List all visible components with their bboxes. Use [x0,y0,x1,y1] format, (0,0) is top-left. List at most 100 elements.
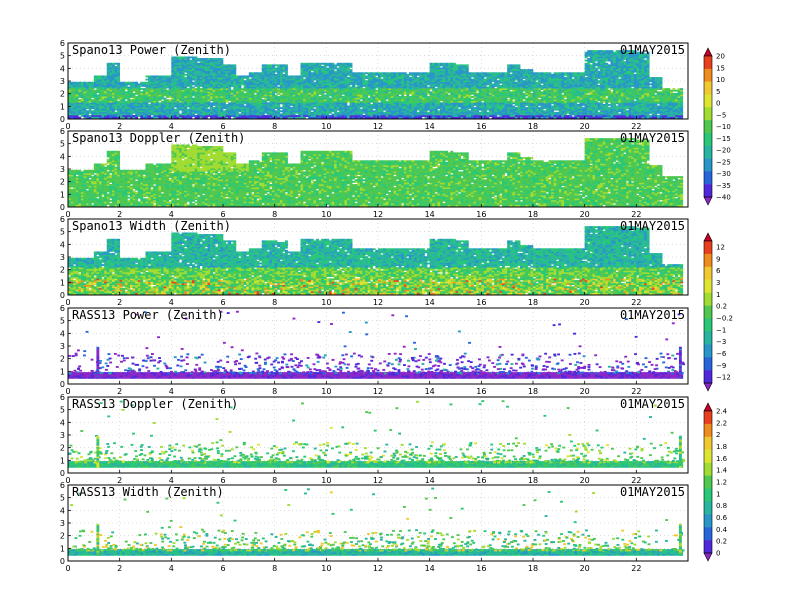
heatmap-cell [435,63,438,65]
heatmap-cell [326,63,329,65]
heatmap-cell [112,63,115,65]
heatmap-cell [311,72,314,74]
heatmap-cell [339,63,342,65]
heatmap-cell [135,82,138,84]
heatmap-cell [347,63,350,65]
heatmap-cell [78,117,81,119]
heatmap-cell [368,98,371,100]
heatmap-cell [298,75,301,77]
heatmap-cell [350,69,353,71]
heatmap-cell [140,91,143,93]
heatmap-cell [200,58,203,60]
heatmap-cell [156,75,159,77]
heatmap-cell [187,88,190,90]
heatmap-cell [161,75,164,77]
heatmap-cell [202,58,205,60]
heatmap-cell [329,115,332,117]
heatmap-cell [311,112,314,114]
heatmap-cell [228,102,231,104]
heatmap-cell [319,96,322,98]
heatmap-cell [319,63,322,65]
heatmap-cell [262,64,265,66]
heatmap-cell [399,72,402,74]
heatmap-cell [84,82,87,84]
heatmap-cell [277,87,280,89]
heatmap-cell [241,75,244,77]
heatmap-cell [233,64,236,66]
heatmap-cell [288,75,291,77]
heatmap-cell [153,75,156,77]
heatmap-cell [381,79,384,81]
heatmap-cell [174,109,177,111]
heatmap-cell [78,82,81,84]
heatmap-cell [86,110,89,112]
heatmap-cell [96,94,99,96]
heatmap-cell [218,58,221,60]
heatmap-cell [337,68,340,70]
heatmap-cell [280,110,283,112]
heatmap-cell [275,94,278,96]
heatmap-cell [146,79,149,81]
heatmap-cell [143,82,146,84]
heatmap-cell [127,82,130,84]
heatmap-cell [236,75,239,77]
heatmap-cell [456,64,459,66]
heatmap-cell [244,80,247,82]
heatmap-cell [332,63,335,65]
heatmap-cell [337,112,340,114]
heatmap-cell [76,82,79,84]
heatmap-cell [146,82,149,84]
heatmap-cell [440,68,443,70]
heatmap-cell [272,64,275,66]
heatmap-cell [117,63,120,65]
heatmap-cell [151,75,154,77]
heatmap-cell [259,72,262,74]
heatmap-cell [425,72,428,74]
heatmap-cell [383,112,386,114]
heatmap-cell [448,94,451,96]
heatmap-cell [89,82,92,84]
heatmap-cell [104,75,107,77]
heatmap-cell [102,75,105,77]
heatmap-cell [437,63,440,65]
heatmap-cell [471,79,474,81]
heatmap-cell [440,63,443,65]
heatmap-cell [363,72,366,74]
heatmap-cell [365,75,368,77]
heatmap-cell [409,96,412,98]
heatmap-cell [373,72,376,74]
heatmap-cell [406,74,409,76]
heatmap-cell [324,63,327,65]
heatmap-cell [468,72,471,74]
heatmap-cell [249,72,252,74]
heatmap-cell [99,75,102,77]
heatmap-cell [326,68,329,70]
heatmap-cell [208,109,211,111]
heatmap-cell [313,63,316,65]
heatmap-cell [375,77,378,79]
heatmap-cell [489,72,492,74]
heatmap-cell [91,110,94,112]
heatmap-cell [430,91,433,93]
heatmap-cell [378,102,381,104]
heatmap-cell [280,107,283,109]
heatmap-cell [388,72,391,74]
heatmap-cell [363,115,366,117]
heatmap-cell [357,72,360,74]
heatmap-cell [443,63,446,65]
heatmap-cell [321,66,324,68]
heatmap-cell [290,107,293,109]
heatmap-cell [148,75,151,77]
heatmap-cell [303,63,306,65]
heatmap-cell [197,63,200,65]
heatmap-cell [161,101,164,103]
heatmap-cell [409,77,412,79]
heatmap-cell [275,110,278,112]
heatmap-cell [195,115,198,117]
heatmap-cell [313,109,316,111]
heatmap-cell [427,112,430,114]
heatmap-cell [223,64,226,66]
heatmap-cell [275,74,278,76]
heatmap-cell [264,64,267,66]
heatmap-cell [386,72,389,74]
